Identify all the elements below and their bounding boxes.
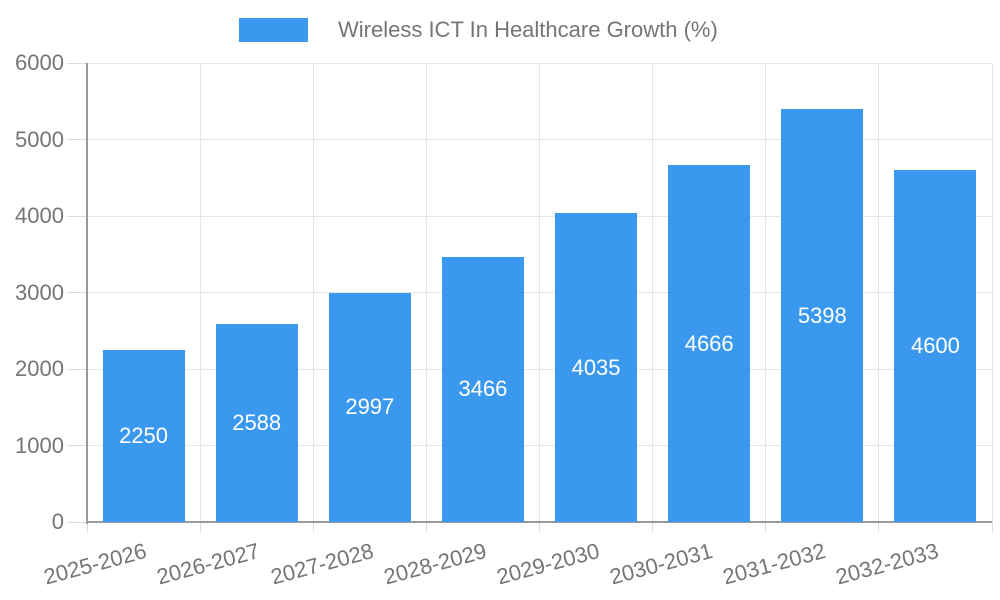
gridline-vertical — [878, 63, 880, 522]
bar-value-label: 4600 — [910, 333, 960, 359]
y-axis-tick-label: 1000 — [15, 432, 64, 458]
gridline-vertical — [199, 63, 201, 522]
x-axis-tick-label: 2025-2026 — [41, 538, 150, 590]
x-axis-tick — [652, 522, 654, 532]
x-axis-tick-label: 2026-2027 — [154, 538, 263, 590]
gridline-vertical — [765, 63, 767, 522]
gridline-vertical — [425, 63, 427, 522]
bar-value-label: 5398 — [797, 302, 847, 328]
y-axis-tick-label: 4000 — [15, 203, 64, 228]
gridline-vertical — [652, 63, 654, 522]
bar[interactable]: 2588 — [215, 324, 298, 522]
bar[interactable]: 5398 — [781, 109, 864, 522]
bar-value-label: 4666 — [684, 330, 734, 356]
x-axis-tick — [425, 522, 427, 532]
bar-value-label: 3466 — [458, 376, 508, 402]
x-axis-tick — [199, 522, 201, 532]
gridline-vertical — [539, 63, 540, 522]
x-axis-tick-label: 2030-2031 — [607, 538, 716, 590]
bar[interactable]: 2997 — [328, 292, 411, 522]
y-axis-line — [86, 63, 88, 524]
y-axis-tick-label: 0 — [51, 509, 64, 534]
gridline-vertical — [312, 63, 314, 522]
bar[interactable]: 4600 — [894, 170, 977, 522]
x-axis-tick — [539, 522, 540, 532]
y-axis-tick-label: 5000 — [15, 126, 64, 152]
y-axis-tick-label: 6000 — [15, 50, 64, 75]
y-axis-tick — [67, 292, 87, 293]
x-axis-tick-label: 2028-2029 — [380, 538, 489, 590]
x-axis-tick-label: 2032-2033 — [833, 538, 942, 590]
y-axis-tick-label: 3000 — [15, 279, 64, 305]
x-axis-tick-label: 2027-2028 — [267, 538, 376, 590]
legend-swatch — [239, 18, 308, 42]
x-axis-tick — [765, 522, 767, 532]
bar-value-label: 2997 — [345, 394, 395, 420]
bar-value-label: 2588 — [232, 410, 282, 435]
y-axis-tick — [67, 368, 87, 370]
bar[interactable]: 3466 — [441, 256, 524, 522]
bar[interactable]: 2250 — [102, 349, 185, 522]
gridline-vertical — [991, 63, 993, 522]
x-axis-tick — [878, 522, 880, 532]
x-axis-line — [87, 521, 992, 523]
y-axis-tick-label: 2000 — [15, 356, 64, 381]
x-axis-tick — [991, 522, 993, 532]
bar-value-label: 4035 — [571, 354, 621, 380]
bar[interactable]: 4666 — [668, 165, 751, 522]
chart-legend-item[interactable]: Wireless ICT In Healthcare Growth (%) — [239, 17, 718, 43]
y-axis-tick — [67, 139, 87, 140]
y-axis-tick — [67, 62, 87, 64]
y-axis-tick — [67, 521, 87, 523]
x-axis-tick — [312, 522, 314, 532]
y-axis-tick — [67, 445, 87, 446]
x-axis-tick-label: 2031-2032 — [720, 538, 829, 590]
x-axis-tick — [86, 522, 88, 532]
bar-value-label: 2250 — [119, 422, 169, 448]
legend-label: Wireless ICT In Healthcare Growth (%) — [338, 17, 718, 42]
x-axis-tick-label: 2029-2030 — [493, 538, 603, 590]
bar[interactable]: 4035 — [555, 213, 638, 522]
y-axis-tick — [67, 215, 87, 217]
